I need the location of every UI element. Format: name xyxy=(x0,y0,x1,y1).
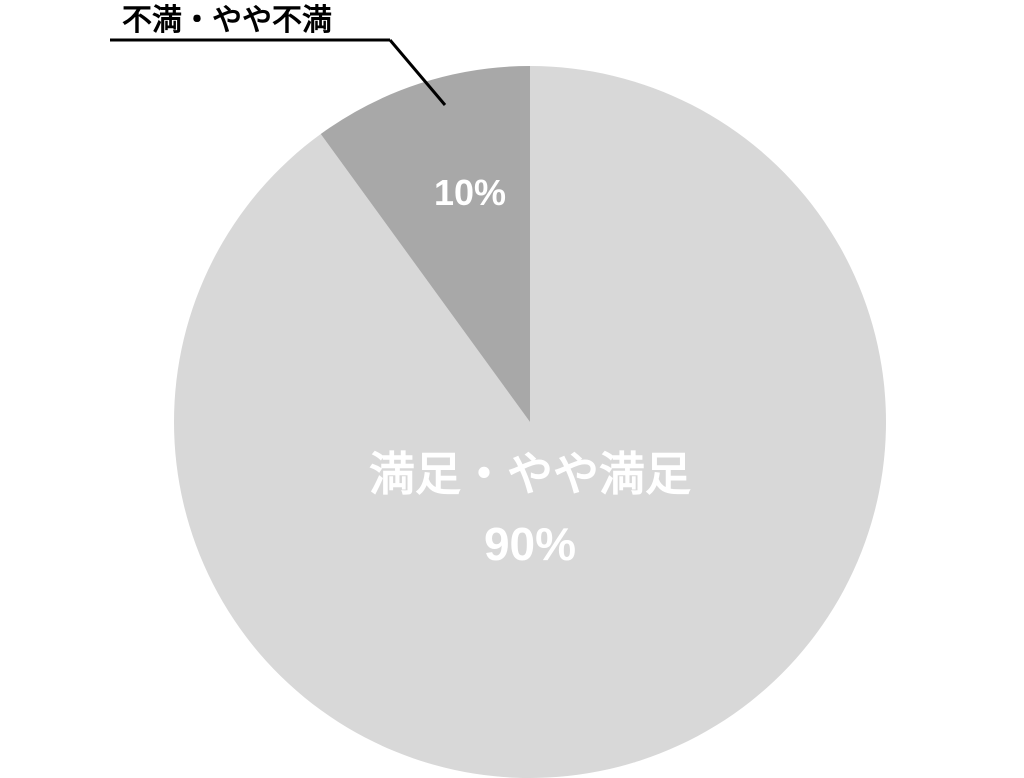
pie-chart-svg: 満足・やや満足 90% 10% 不満・やや不満 xyxy=(0,0,1024,778)
dissatisfied-label: 不満・やや不満 xyxy=(122,4,332,37)
dissatisfied-percent: 10% xyxy=(434,172,506,213)
satisfied-percent: 90% xyxy=(484,518,576,570)
pie-chart-container: 満足・やや満足 90% 10% 不満・やや不満 xyxy=(0,0,1024,778)
satisfied-label: 満足・やや満足 xyxy=(369,448,691,500)
